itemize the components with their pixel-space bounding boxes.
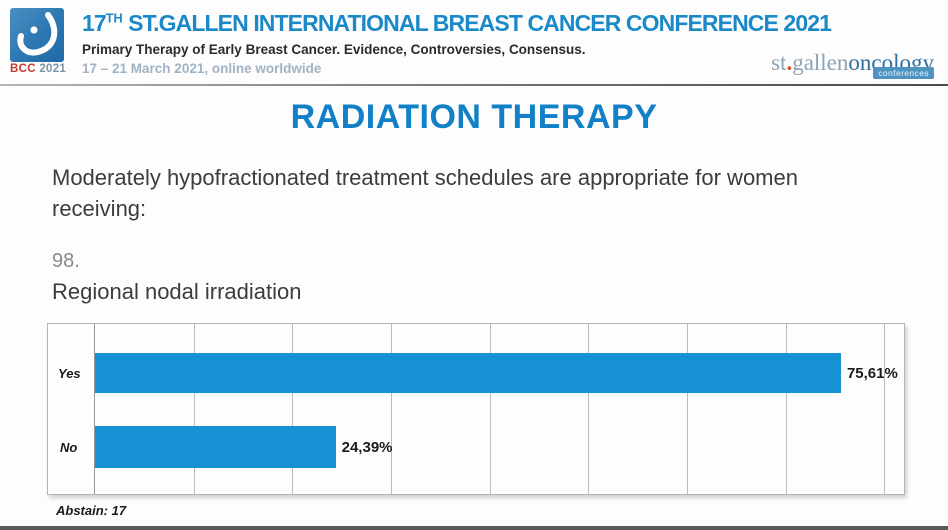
- conference-title-number: 17: [82, 10, 107, 36]
- brand-dot: .: [786, 50, 793, 75]
- header-text-block: 17TH ST.GALLEN INTERNATIONAL BREAST CANC…: [82, 10, 832, 76]
- bcc-logo-caption: BCC 2021: [10, 63, 67, 75]
- brand-st: st: [771, 50, 787, 75]
- stgallen-oncology-logo: st.gallenoncology conferences: [771, 50, 934, 79]
- gridline: [588, 324, 590, 494]
- bottom-divider: [0, 526, 948, 530]
- poll-bar-chart: Yes No 75,61% 24,39%: [47, 323, 905, 495]
- bar-row-no: 24,39%: [95, 426, 904, 468]
- gridline: [686, 324, 688, 494]
- question-item: Regional nodal irradiation: [52, 279, 302, 304]
- bcc-acronym: BCC: [10, 63, 36, 75]
- swan-logo-icon: [10, 8, 64, 62]
- bar-no: [95, 426, 336, 468]
- gridline: [785, 324, 787, 494]
- gridline: [884, 324, 886, 494]
- bar-label-no: No: [60, 440, 78, 455]
- gridline: [489, 324, 491, 494]
- gridline: [292, 324, 294, 494]
- bar-value-yes: 75,61%: [846, 364, 898, 382]
- bcc-year: 2021: [39, 63, 67, 75]
- conference-title-ordinal: TH: [105, 11, 123, 26]
- conference-dates: 17 – 21 March 2021, online worldwide: [82, 61, 322, 76]
- header-divider: [0, 84, 948, 86]
- page-title: RADIATION THERAPY: [290, 98, 658, 136]
- bar-row-yes: 75,61%: [95, 353, 904, 393]
- bar-label-yes: Yes: [58, 366, 81, 381]
- gridline: [193, 324, 195, 494]
- bcc-logo: BCC 2021: [10, 8, 67, 75]
- brand-conferences-badge: conferences: [873, 67, 934, 79]
- chart-plot: 75,61% 24,39%: [94, 324, 904, 494]
- question-text: Moderately hypofractionated treatment sc…: [52, 165, 798, 221]
- bar-yes: [95, 353, 841, 393]
- brand-gallen: gallen: [792, 50, 849, 75]
- conference-title-rest: ST.GALLEN INTERNATIONAL BREAST CANCER CO…: [122, 10, 832, 36]
- bar-value-no: 24,39%: [341, 438, 393, 456]
- conference-subtitle: Primary Therapy of Early Breast Cancer. …: [82, 42, 586, 57]
- gridline: [390, 324, 392, 494]
- abstain-note: Abstain: 17: [56, 503, 127, 518]
- question-number: 98.: [52, 250, 80, 272]
- conference-title: 17TH ST.GALLEN INTERNATIONAL BREAST CANC…: [82, 10, 832, 37]
